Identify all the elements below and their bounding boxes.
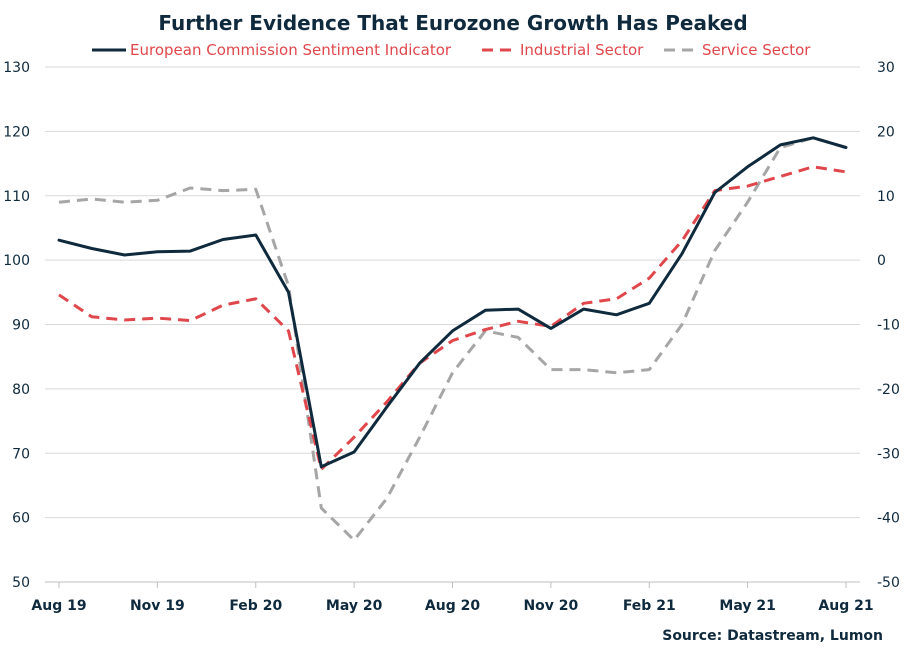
x-tick-label: Nov 20 bbox=[523, 598, 578, 614]
right-tick-label: -20 bbox=[877, 382, 900, 398]
x-tick-label: Aug 19 bbox=[31, 598, 86, 614]
legend: European Commission Sentiment Indicator I… bbox=[92, 41, 811, 59]
right-tick-label: -30 bbox=[877, 446, 900, 462]
legend-label-industrial-sector: Industrial Sector bbox=[520, 41, 644, 59]
right-tick-label: 30 bbox=[877, 60, 895, 76]
left-tick-label: 130 bbox=[3, 60, 30, 76]
x-tick-label: Nov 19 bbox=[130, 598, 185, 614]
right-tick-label: -10 bbox=[877, 318, 900, 334]
source-note: Source: Datastream, Lumon bbox=[662, 628, 883, 644]
chart-title: Further Evidence That Eurozone Growth Ha… bbox=[158, 11, 747, 35]
grid bbox=[45, 66, 860, 519]
left-tick-label: 120 bbox=[3, 124, 30, 140]
series-lines bbox=[57, 136, 848, 542]
series-line-service-sector bbox=[58, 136, 847, 542]
legend-label-european-commission-sentiment-indicator: European Commission Sentiment Indicator bbox=[130, 41, 452, 59]
right-tick-label: 0 bbox=[877, 253, 886, 269]
left-tick-label: 80 bbox=[12, 382, 30, 398]
right-tick-label: 10 bbox=[877, 189, 895, 205]
left-tick-label: 60 bbox=[12, 511, 30, 527]
right-tick-label: 20 bbox=[877, 124, 895, 140]
x-tick-label: Aug 21 bbox=[818, 598, 873, 614]
left-tick-label: 90 bbox=[12, 318, 30, 334]
left-tick-label: 70 bbox=[12, 446, 30, 462]
series-line-european-commission-sentiment-indicator bbox=[57, 136, 848, 469]
x-tick-label: Aug 20 bbox=[425, 598, 480, 614]
right-tick-label: -40 bbox=[877, 511, 900, 527]
x-tick-label: May 21 bbox=[719, 598, 775, 614]
legend-label-service-sector: Service Sector bbox=[702, 41, 811, 59]
axes: 50 60 70 80 90 100 110 120 130 -50 -40 -30 -20 -10 0 10… bbox=[3, 60, 900, 614]
left-tick-label: 100 bbox=[3, 253, 30, 269]
right-tick-label: -50 bbox=[877, 575, 900, 591]
left-tick-label: 50 bbox=[12, 575, 30, 591]
x-tick-label: Feb 21 bbox=[623, 598, 676, 614]
x-tick-label: Feb 20 bbox=[229, 598, 282, 614]
left-tick-label: 110 bbox=[3, 189, 30, 205]
x-tick-label: May 20 bbox=[326, 598, 383, 614]
